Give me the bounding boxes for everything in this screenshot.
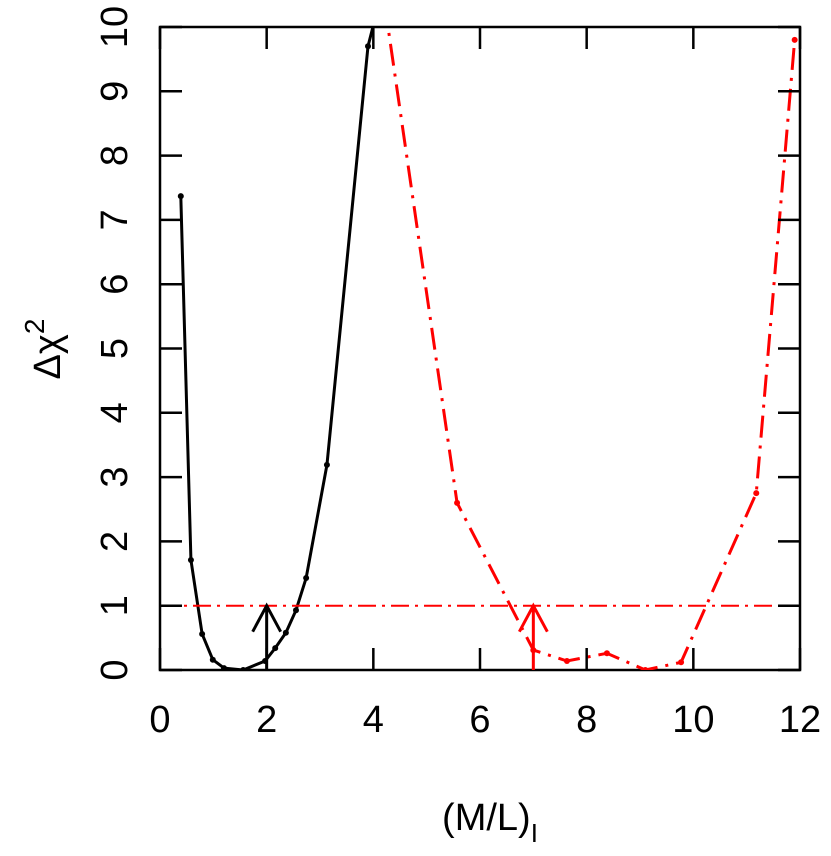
data-point bbox=[303, 575, 310, 582]
data-point bbox=[177, 193, 184, 200]
y-tick-label: 7 bbox=[94, 209, 136, 230]
arrow bbox=[518, 602, 549, 670]
x-tick-label: 8 bbox=[576, 699, 597, 741]
data-point bbox=[603, 650, 610, 657]
data-point bbox=[454, 499, 461, 506]
x-tick-label: 6 bbox=[469, 699, 490, 741]
y-tick-label: 4 bbox=[94, 402, 136, 423]
data-point bbox=[199, 630, 206, 637]
plot-frame bbox=[158, 25, 802, 672]
data-point bbox=[187, 557, 194, 564]
data-point bbox=[282, 629, 289, 636]
y-axis-label: Δχ2 bbox=[19, 319, 69, 380]
data-point bbox=[563, 657, 570, 664]
data-point bbox=[221, 665, 227, 670]
y-tick-label: 0 bbox=[94, 659, 136, 680]
y-tick-label: 8 bbox=[94, 145, 136, 166]
y-axis-label-text: Δχ bbox=[27, 334, 69, 379]
x-tick-label: 10 bbox=[672, 699, 714, 741]
y-tick-label: 2 bbox=[94, 531, 136, 552]
x-tick-label: 0 bbox=[149, 699, 170, 741]
data-line bbox=[179, 27, 375, 670]
y-tick-label: 1 bbox=[94, 595, 136, 616]
y-tick-label: 5 bbox=[94, 338, 136, 359]
data-point bbox=[678, 659, 685, 666]
y-tick-label: 3 bbox=[94, 467, 136, 488]
data-point bbox=[240, 667, 247, 670]
data-point bbox=[365, 43, 371, 50]
data-point bbox=[272, 645, 279, 652]
data-point bbox=[642, 667, 649, 670]
data-point bbox=[209, 656, 216, 663]
y-axis-label-sup: 2 bbox=[19, 319, 50, 335]
plot-area bbox=[160, 27, 800, 670]
x-tick-label: 2 bbox=[256, 699, 277, 741]
x-axis-label-text: (M/L) bbox=[442, 797, 531, 839]
x-axis-label-sub: I bbox=[531, 818, 538, 848]
data-point bbox=[323, 461, 330, 468]
data-line bbox=[386, 27, 797, 670]
data-point bbox=[791, 36, 798, 43]
data-point bbox=[293, 607, 299, 614]
x-tick-label: 4 bbox=[363, 699, 384, 741]
x-tick-label: 12 bbox=[779, 699, 821, 741]
data-point bbox=[753, 490, 760, 497]
arrow bbox=[251, 602, 282, 670]
y-tick-label: 10 bbox=[94, 6, 136, 48]
x-axis-label: (M/L)I bbox=[442, 797, 538, 848]
y-tick-label: 9 bbox=[94, 81, 136, 102]
y-tick-label: 6 bbox=[94, 274, 136, 295]
